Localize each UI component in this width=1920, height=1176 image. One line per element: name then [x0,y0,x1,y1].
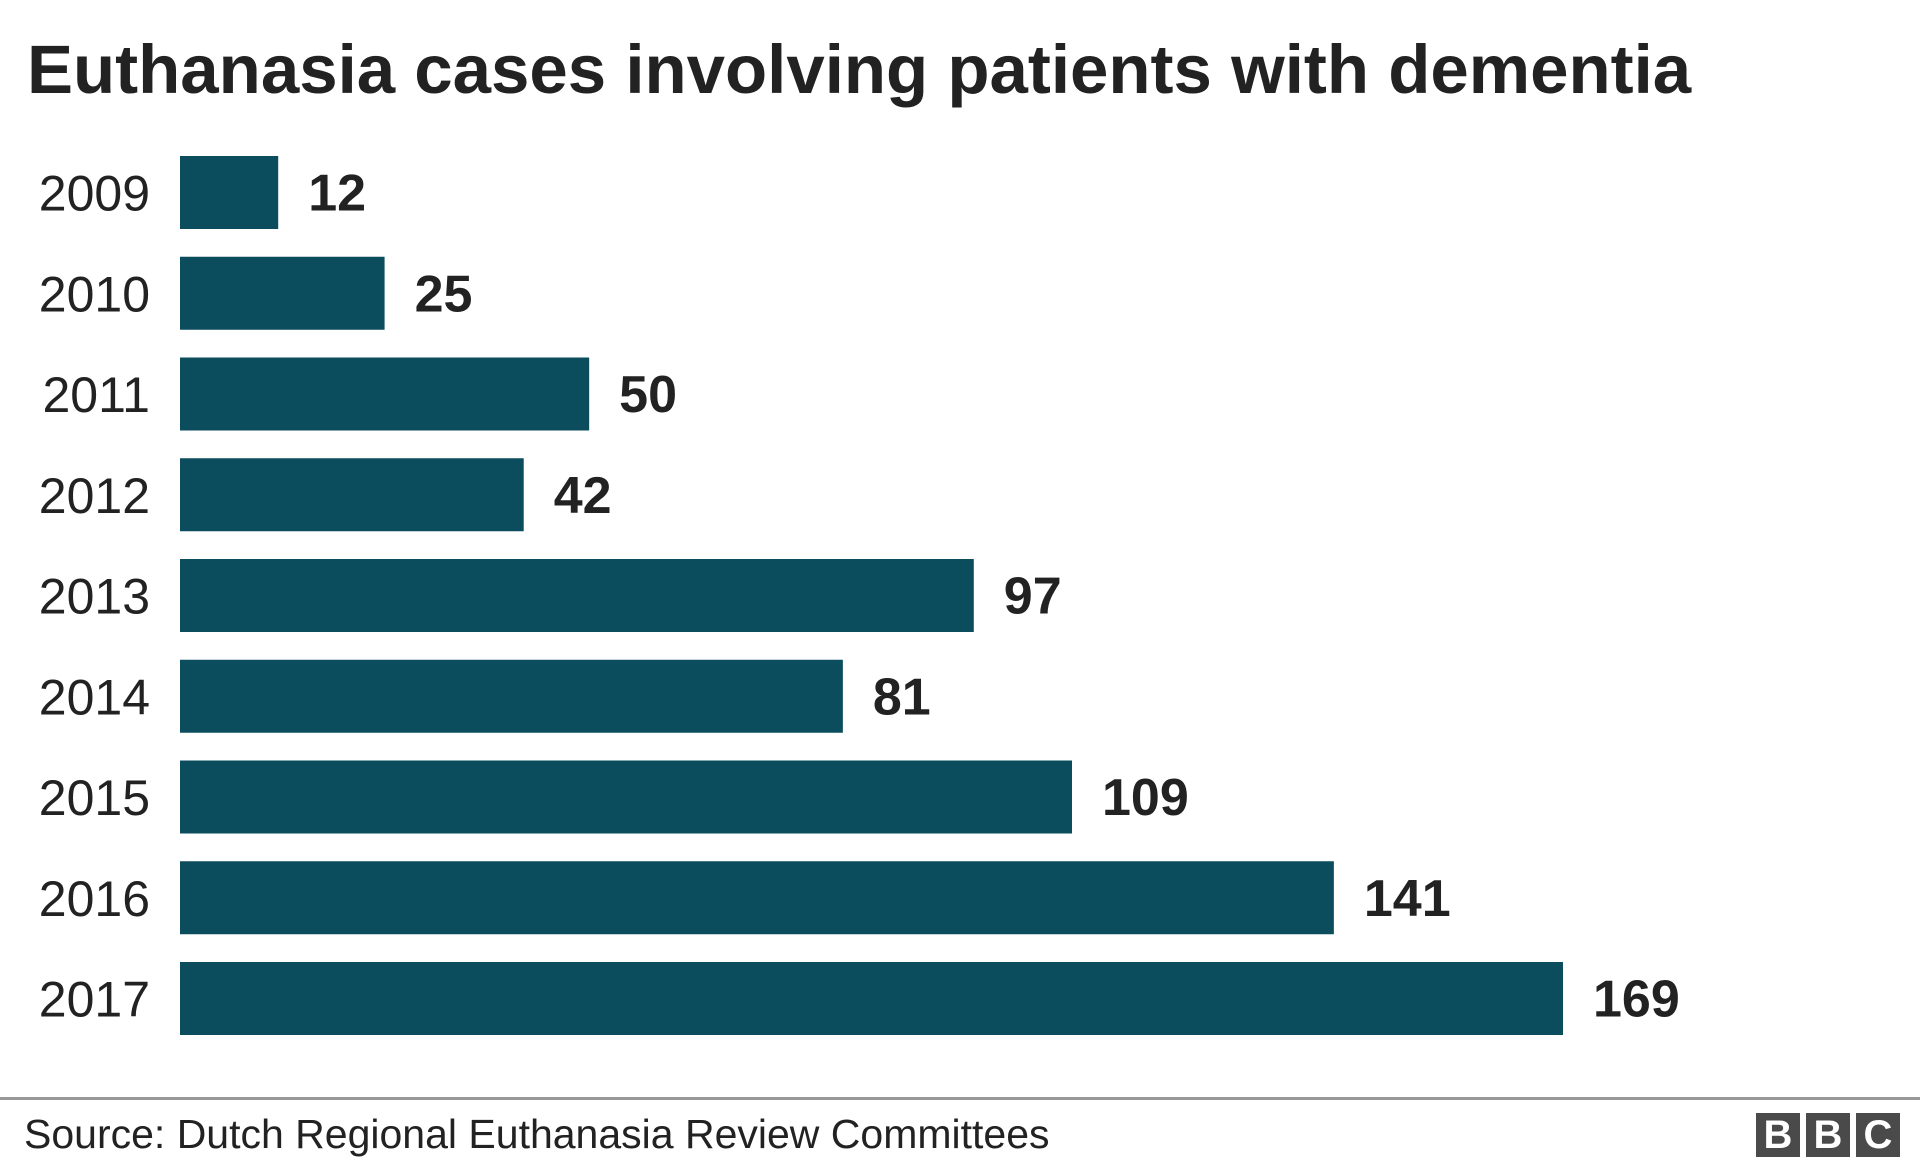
value-label-2009: 12 [308,165,366,223]
category-label-2013: 2013 [39,569,150,625]
category-label-2014: 2014 [39,669,150,725]
value-label-2013: 97 [1004,568,1062,626]
chart-title: Euthanasia cases involving patients with… [27,31,1692,108]
value-label-2014: 81 [873,668,931,726]
value-label-2015: 109 [1102,769,1189,827]
category-label-2012: 2012 [39,468,150,524]
value-label-2017: 169 [1593,971,1680,1029]
bar-2014 [180,659,843,733]
bar-2012 [180,458,524,532]
bar-2017 [180,962,1563,1035]
bar-2016 [180,861,1334,935]
bbc-logo-letter-2: B [1806,1113,1850,1157]
category-label-2015: 2015 [39,770,150,826]
bar-2010 [180,256,385,330]
bar-2013 [180,559,974,632]
bbc-logo-letter-3: C [1856,1113,1900,1157]
category-label-2017: 2017 [39,972,150,1028]
category-label-2016: 2016 [39,871,150,927]
bar-2011 [180,357,590,431]
category-label-2009: 2009 [39,166,150,222]
bar-2015 [180,760,1072,834]
bar-2009 [180,156,279,229]
source-note: Source: Dutch Regional Euthanasia Review… [24,1111,1050,1157]
category-label-2011: 2011 [42,367,150,423]
bbc-logo: B B C [1756,1113,1900,1157]
value-label-2010: 25 [415,265,473,323]
value-label-2011: 50 [619,366,677,424]
footer-divider [0,1097,1920,1100]
value-label-2012: 42 [554,467,612,525]
value-label-2016: 141 [1364,870,1451,928]
category-label-2010: 2010 [39,266,150,322]
bbc-logo-letter-1: B [1756,1113,1800,1157]
